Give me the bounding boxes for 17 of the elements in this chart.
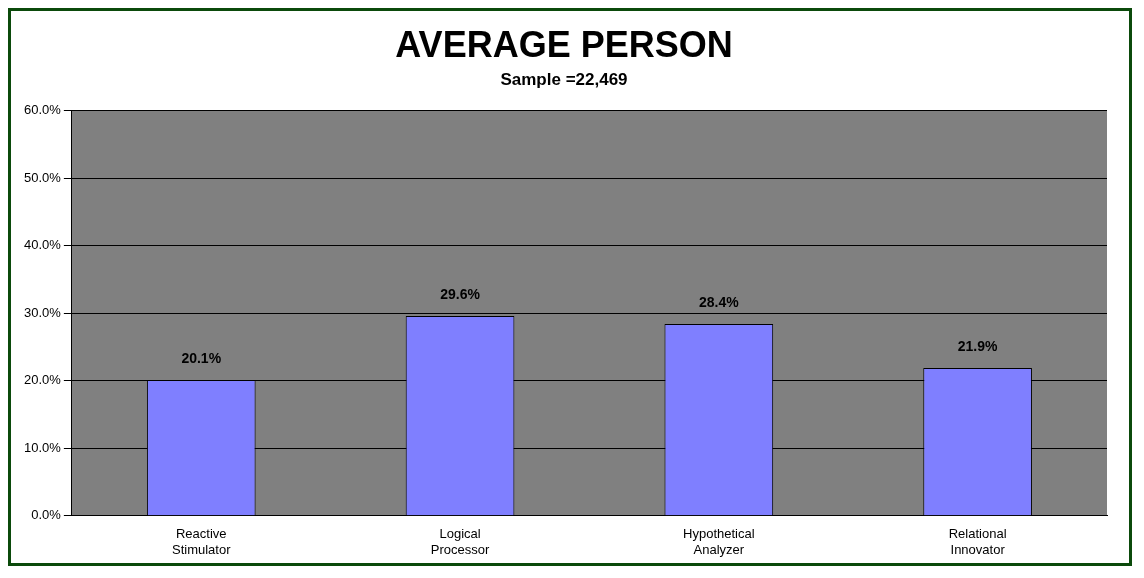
x-tick-label: Relational Innovator: [948, 526, 1007, 557]
y-tick-label: 10.0%: [23, 439, 62, 455]
y-tick-label: 20.0%: [23, 372, 62, 388]
y-tick-label: 50.0%: [23, 169, 62, 185]
y-tick-label: 30.0%: [23, 304, 62, 320]
chart-subtitle: Sample =22,469: [500, 70, 628, 90]
y-tick-label: 0.0%: [31, 507, 62, 523]
data-label: 20.1%: [181, 349, 222, 366]
x-tick-label: Hypothetical Analyzer: [683, 526, 755, 557]
x-tick-label: Reactive Stimulator: [171, 526, 232, 557]
data-label: 29.6%: [440, 285, 481, 302]
y-tick-label: 60.0%: [23, 102, 62, 118]
data-label: 21.9%: [957, 337, 998, 354]
x-tick-label: Logical Processor: [430, 526, 490, 557]
data-label: 28.4%: [698, 293, 740, 310]
chart-title: AVERAGE PERSON: [395, 23, 733, 65]
y-tick-label: 40.0%: [23, 237, 62, 253]
